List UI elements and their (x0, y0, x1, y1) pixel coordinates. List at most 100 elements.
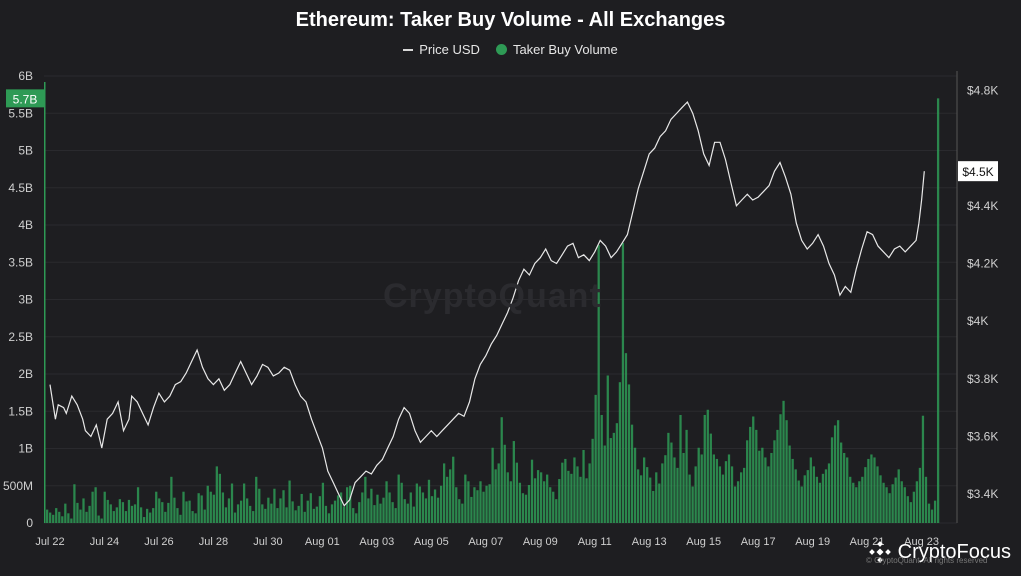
volume-bar (142, 517, 146, 523)
volume-bar (455, 487, 458, 523)
volume-bar (130, 505, 134, 523)
left-tick-label: 6B (18, 69, 33, 83)
volume-bar (585, 478, 588, 523)
x-tick-label: Aug 13 (632, 536, 667, 548)
brand-name: CryptoFocus (897, 540, 1011, 563)
left-tick-label: 3B (18, 293, 33, 307)
volume-bar (394, 508, 397, 523)
volume-bar (139, 507, 143, 523)
x-tick-label: Jul 28 (199, 536, 228, 548)
volume-bar (736, 481, 740, 523)
volume-last-badge (6, 89, 44, 108)
volume-bar (509, 481, 512, 523)
volume-bar (691, 486, 694, 523)
volume-bar (652, 490, 655, 523)
volume-bar (327, 513, 331, 523)
volume-bar (209, 491, 212, 523)
volume-bar (467, 481, 470, 523)
volume-bar (282, 490, 285, 523)
volume-bar (58, 511, 61, 523)
x-tick-label: Jul 22 (35, 536, 64, 548)
x-tick-label: Aug 15 (686, 536, 721, 548)
volume-bar (849, 476, 852, 523)
volume-bar (312, 508, 315, 523)
volume-bar (318, 496, 322, 523)
volume-bar (746, 440, 749, 523)
x-tick-label: Aug 07 (468, 536, 503, 548)
volume-bar (67, 513, 70, 523)
volume-bar (712, 454, 715, 523)
volume-bar (473, 487, 476, 523)
volume-bar (212, 494, 215, 523)
volume-bar (743, 467, 746, 523)
volume-bar (373, 505, 376, 523)
volume-bar (903, 487, 906, 523)
volume-bar (718, 466, 722, 523)
left-tick-label: 4B (18, 218, 33, 232)
volume-bar (297, 505, 300, 523)
legend-item-price[interactable]: Price USD (403, 42, 480, 57)
volume-bar (303, 511, 306, 523)
volume-bar (270, 503, 273, 523)
volume-bar (615, 423, 619, 523)
volume-bar (679, 414, 682, 523)
left-tick-label: 2.5B (8, 330, 33, 344)
volume-bar (649, 477, 652, 523)
legend-item-volume[interactable]: Taker Buy Volume (495, 42, 618, 57)
volume-bar (427, 479, 431, 523)
volume-bar (894, 477, 897, 523)
volume-bar (818, 482, 822, 523)
volume-bar (342, 506, 346, 523)
volume-bar (127, 499, 131, 523)
volume-bar (873, 457, 876, 523)
volume-bar (100, 518, 103, 523)
volume-bar (264, 508, 267, 523)
left-tick-label: 1B (18, 442, 33, 456)
volume-bar (385, 481, 388, 523)
volume-bar (685, 429, 688, 523)
volume-bar (739, 472, 743, 523)
volume-bar (782, 400, 785, 523)
volume-bar (152, 508, 155, 523)
volume-bar (567, 470, 570, 523)
volume-bar (546, 474, 549, 523)
volume-bar (70, 518, 73, 523)
volume-bar (630, 424, 634, 523)
brand-badge: CryptoFocus (868, 540, 1011, 564)
legend-label-price: Price USD (419, 42, 480, 57)
right-tick-label: $3.4K (967, 487, 998, 501)
volume-bar (367, 498, 370, 523)
right-tick-label: $4.4K (967, 199, 998, 213)
price-last-badge (958, 161, 998, 182)
volume-bar (643, 457, 646, 523)
volume-bar (485, 485, 488, 523)
x-tick-label: Aug 23 (904, 536, 939, 548)
volume-bar (391, 502, 394, 523)
volume-bar (864, 467, 867, 523)
volume-bar (73, 484, 76, 523)
volume-bar (85, 511, 88, 523)
volume-bar (609, 438, 612, 523)
volume-bar (446, 476, 449, 523)
volume-bar (764, 457, 767, 523)
volume-bar (852, 482, 855, 523)
price-line (49, 100, 925, 507)
volume-bar (688, 474, 691, 523)
volume-bar (88, 505, 91, 523)
volume-bar (255, 476, 258, 523)
volume-bar (449, 469, 452, 523)
volume-bar (730, 466, 734, 523)
volume-bar (824, 469, 828, 523)
line-swatch-icon (403, 48, 414, 51)
volume-bar (242, 483, 246, 523)
dot-swatch-icon (495, 44, 507, 55)
volume-bar (591, 438, 594, 523)
volume-bar (909, 502, 912, 523)
volume-bar (249, 505, 252, 523)
volume-bar (658, 483, 661, 523)
volume-bar (339, 492, 343, 523)
volume-bar (655, 472, 658, 523)
left-axis: 0 500M 1B 1.5B 2B 2.5B 3B 3.5B 4B 4.5B 5B 5.5B 6B (3, 69, 33, 530)
volume-bar (246, 498, 249, 523)
volume-bar (424, 498, 428, 523)
